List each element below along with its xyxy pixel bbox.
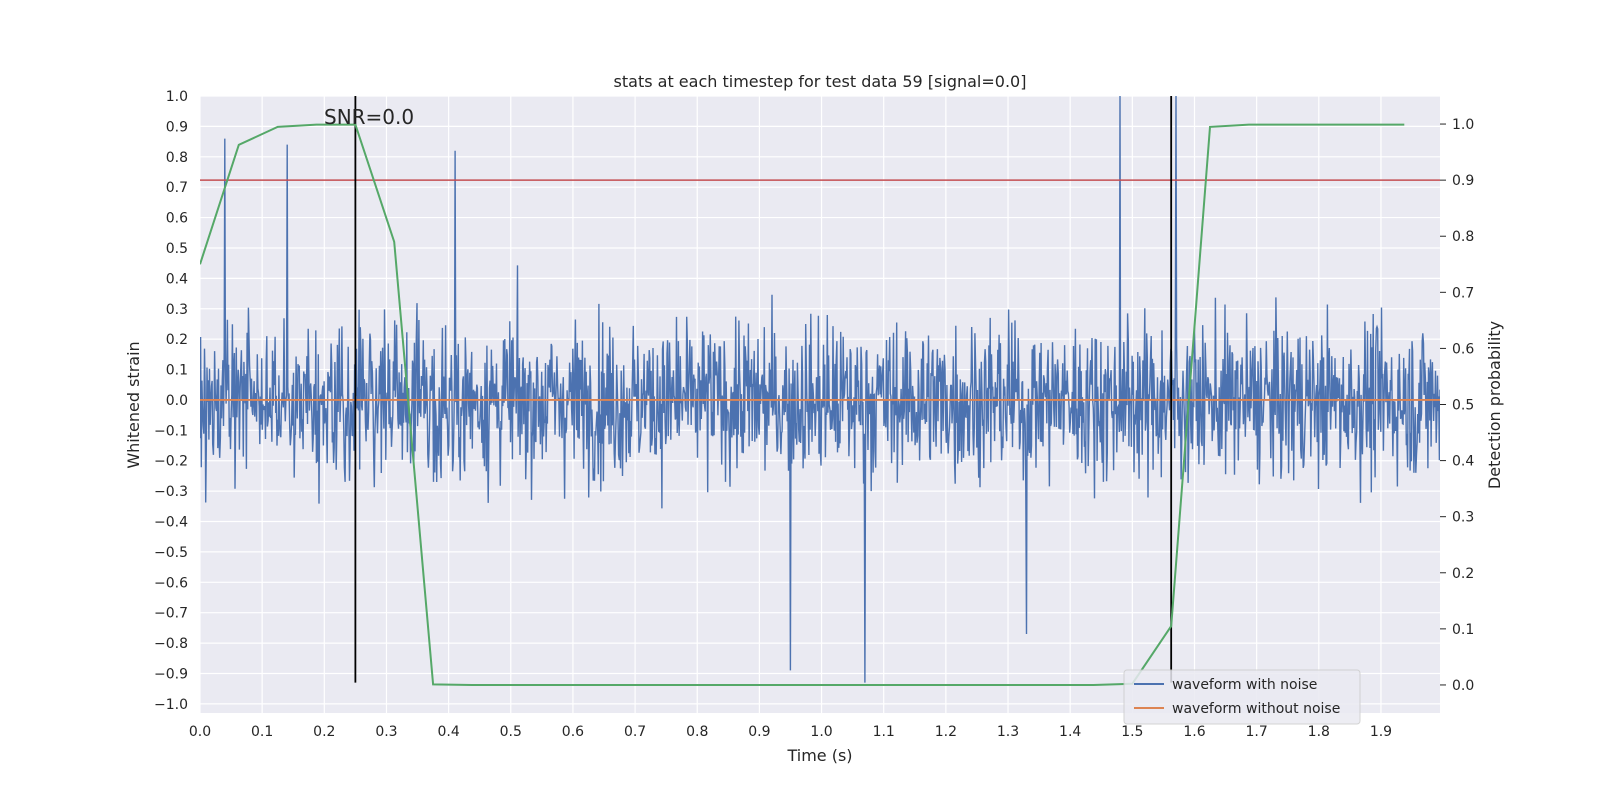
y2-tick-label: 0.0	[1452, 678, 1474, 694]
y-tick-label: −0.4	[154, 515, 188, 531]
series-detection-probability	[200, 123, 1405, 686]
x-tick-label: 1.4	[1059, 724, 1081, 740]
y2-axis-ticks: 1.0 0.9 0.8 0.7 0.6 0.5 0.4 0.3 0.2 0.1 0.0	[1440, 117, 1474, 694]
y2-tick-label: 0.6	[1452, 341, 1474, 357]
x-tick-label: 0.7	[624, 724, 646, 740]
y2-tick-label: 0.5	[1452, 398, 1474, 414]
x-tick-label: 1.1	[873, 724, 895, 740]
y2-tick-label: 0.7	[1452, 285, 1474, 301]
x-tick-label: 1.8	[1308, 724, 1330, 740]
y-tick-label: −0.9	[154, 666, 188, 682]
y-tick-label: 0.5	[166, 241, 188, 257]
x-tick-label: 1.2	[935, 724, 957, 740]
y-tick-label: 0.4	[166, 271, 188, 287]
y-tick-label: −1.0	[154, 697, 188, 713]
y2-tick-label: 0.9	[1452, 173, 1474, 189]
x-tick-label: 1.6	[1183, 724, 1205, 740]
x-tick-label: 1.7	[1246, 724, 1268, 740]
x-tick-label: 0.9	[748, 724, 770, 740]
y-tick-label: 0.9	[166, 119, 188, 135]
x-tick-label: 0.5	[500, 724, 522, 740]
x-tick-label: 0.8	[686, 724, 708, 740]
y2-tick-label: 1.0	[1452, 117, 1474, 133]
snr-annotation: SNR=0.0	[324, 105, 414, 129]
legend-label-noise: waveform with noise	[1172, 677, 1317, 693]
x-tick-label: 0.0	[189, 724, 211, 740]
y-tick-label: −0.2	[154, 454, 188, 470]
y-tick-label: −0.6	[154, 575, 188, 591]
y-axis-ticks: 1.0 0.9 0.8 0.7 0.6 0.5 0.4 0.3 0.2 0.1 0.0 −0.1 −0.…	[154, 89, 188, 713]
x-tick-label: 0.1	[251, 724, 273, 740]
y2-tick-label: 0.3	[1452, 510, 1474, 526]
y-tick-label: −0.7	[154, 606, 188, 622]
y-tick-label: 0.2	[166, 332, 188, 348]
y-tick-label: 0.7	[166, 180, 188, 196]
series-waveform-with-noise	[200, 96, 1440, 683]
y-tick-label: 0.8	[166, 150, 188, 166]
x-tick-label: 1.0	[810, 724, 832, 740]
x-tick-label: 0.2	[313, 724, 335, 740]
y-tick-label: 0.3	[166, 302, 188, 318]
x-axis-label: Time (s)	[786, 746, 852, 765]
y-tick-label: 1.0	[166, 89, 188, 105]
x-tick-label: 1.5	[1121, 724, 1143, 740]
x-tick-label: 0.3	[375, 724, 397, 740]
legend-label-clean: waveform without noise	[1172, 701, 1340, 717]
y-tick-label: −0.8	[154, 636, 188, 652]
y2-axis-label: Detection probability	[1485, 321, 1504, 489]
y2-tick-label: 0.8	[1452, 229, 1474, 245]
y-tick-label: 0.1	[166, 363, 188, 379]
x-tick-label: 1.9	[1370, 724, 1392, 740]
y-tick-label: 0.0	[166, 393, 188, 409]
y-tick-label: −0.3	[154, 484, 188, 500]
y-axis-label: Whitened strain	[124, 341, 143, 468]
y-tick-label: 0.6	[166, 211, 188, 227]
y2-tick-label: 0.4	[1452, 454, 1474, 470]
x-axis-ticks: 0.0 0.1 0.2 0.3 0.4 0.5 0.6 0.7 0.8 0.9 1.0 1.1 1.2 1…	[189, 724, 1392, 740]
y2-tick-label: 0.1	[1452, 622, 1474, 638]
legend: waveform with noise waveform without noi…	[1123, 669, 1361, 725]
x-tick-label: 0.4	[437, 724, 459, 740]
legend-box	[1123, 669, 1361, 725]
y-tick-label: −0.5	[154, 545, 188, 561]
y-tick-label: −0.1	[154, 423, 188, 439]
y2-tick-label: 0.2	[1452, 566, 1474, 582]
x-tick-label: 1.3	[997, 724, 1019, 740]
chart-title: stats at each timestep for test data 59 …	[614, 72, 1027, 91]
x-tick-label: 0.6	[562, 724, 584, 740]
